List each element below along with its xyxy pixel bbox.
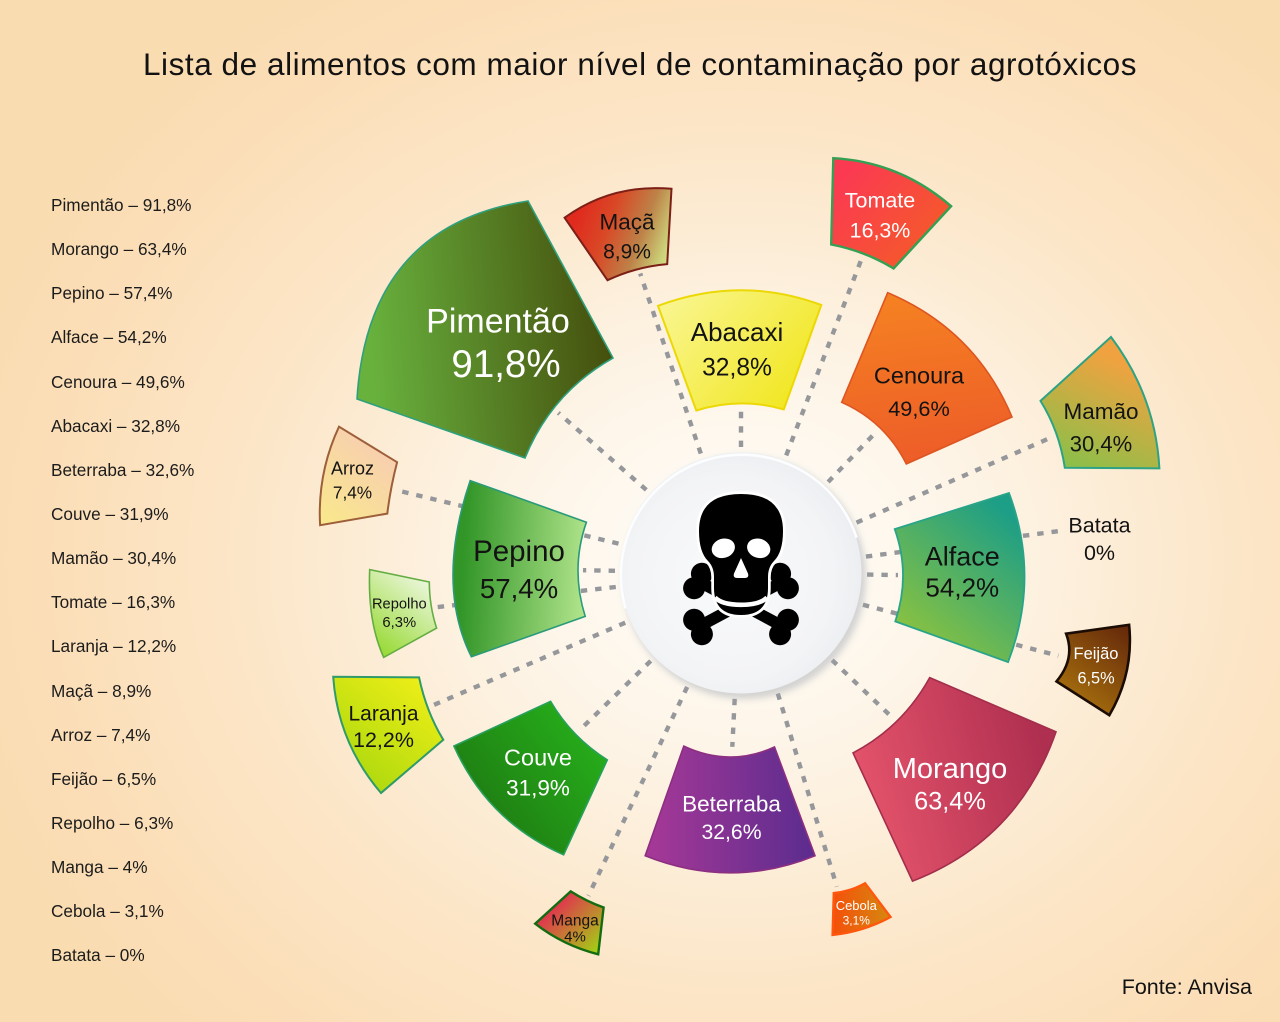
svg-text:Mamão: Mamão: [1063, 399, 1138, 424]
svg-text:Feijão: Feijão: [1074, 645, 1119, 663]
svg-text:32,8%: 32,8%: [702, 355, 772, 382]
svg-text:Cebola: Cebola: [836, 898, 878, 913]
svg-text:Manga: Manga: [551, 913, 599, 930]
svg-text:Abacaxi: Abacaxi: [691, 317, 784, 347]
svg-text:Pepino: Pepino: [473, 535, 565, 568]
svg-text:63,4%: 63,4%: [914, 788, 986, 816]
svg-text:31,9%: 31,9%: [506, 776, 570, 801]
svg-text:Maçã: Maçã: [599, 210, 655, 235]
svg-text:4%: 4%: [564, 929, 586, 946]
svg-text:Laranja: Laranja: [348, 703, 418, 726]
svg-text:8,9%: 8,9%: [603, 241, 651, 264]
svg-text:6,3%: 6,3%: [382, 615, 416, 631]
svg-text:Batata: Batata: [1068, 514, 1130, 538]
svg-text:Repolho: Repolho: [372, 597, 427, 613]
svg-text:91,8%: 91,8%: [451, 343, 560, 386]
svg-text:6,5%: 6,5%: [1077, 670, 1114, 688]
svg-text:16,3%: 16,3%: [850, 219, 911, 243]
svg-text:30,4%: 30,4%: [1070, 432, 1132, 457]
svg-text:Morango: Morango: [893, 753, 1007, 785]
svg-text:3,1%: 3,1%: [843, 914, 871, 928]
svg-text:Arroz: Arroz: [331, 459, 374, 479]
svg-text:Tomate: Tomate: [845, 189, 916, 213]
svg-text:57,4%: 57,4%: [480, 573, 558, 604]
svg-text:Pimentão: Pimentão: [426, 303, 570, 341]
svg-text:Beterraba: Beterraba: [682, 792, 781, 817]
svg-text:32,6%: 32,6%: [701, 821, 761, 844]
svg-text:7,4%: 7,4%: [333, 483, 372, 503]
svg-text:Alface: Alface: [925, 542, 1000, 572]
svg-text:12,2%: 12,2%: [353, 728, 414, 752]
svg-text:0%: 0%: [1084, 541, 1115, 565]
svg-text:Couve: Couve: [504, 745, 572, 771]
svg-text:54,2%: 54,2%: [925, 573, 999, 603]
svg-text:49,6%: 49,6%: [888, 396, 950, 421]
svg-text:Cenoura: Cenoura: [874, 363, 965, 389]
